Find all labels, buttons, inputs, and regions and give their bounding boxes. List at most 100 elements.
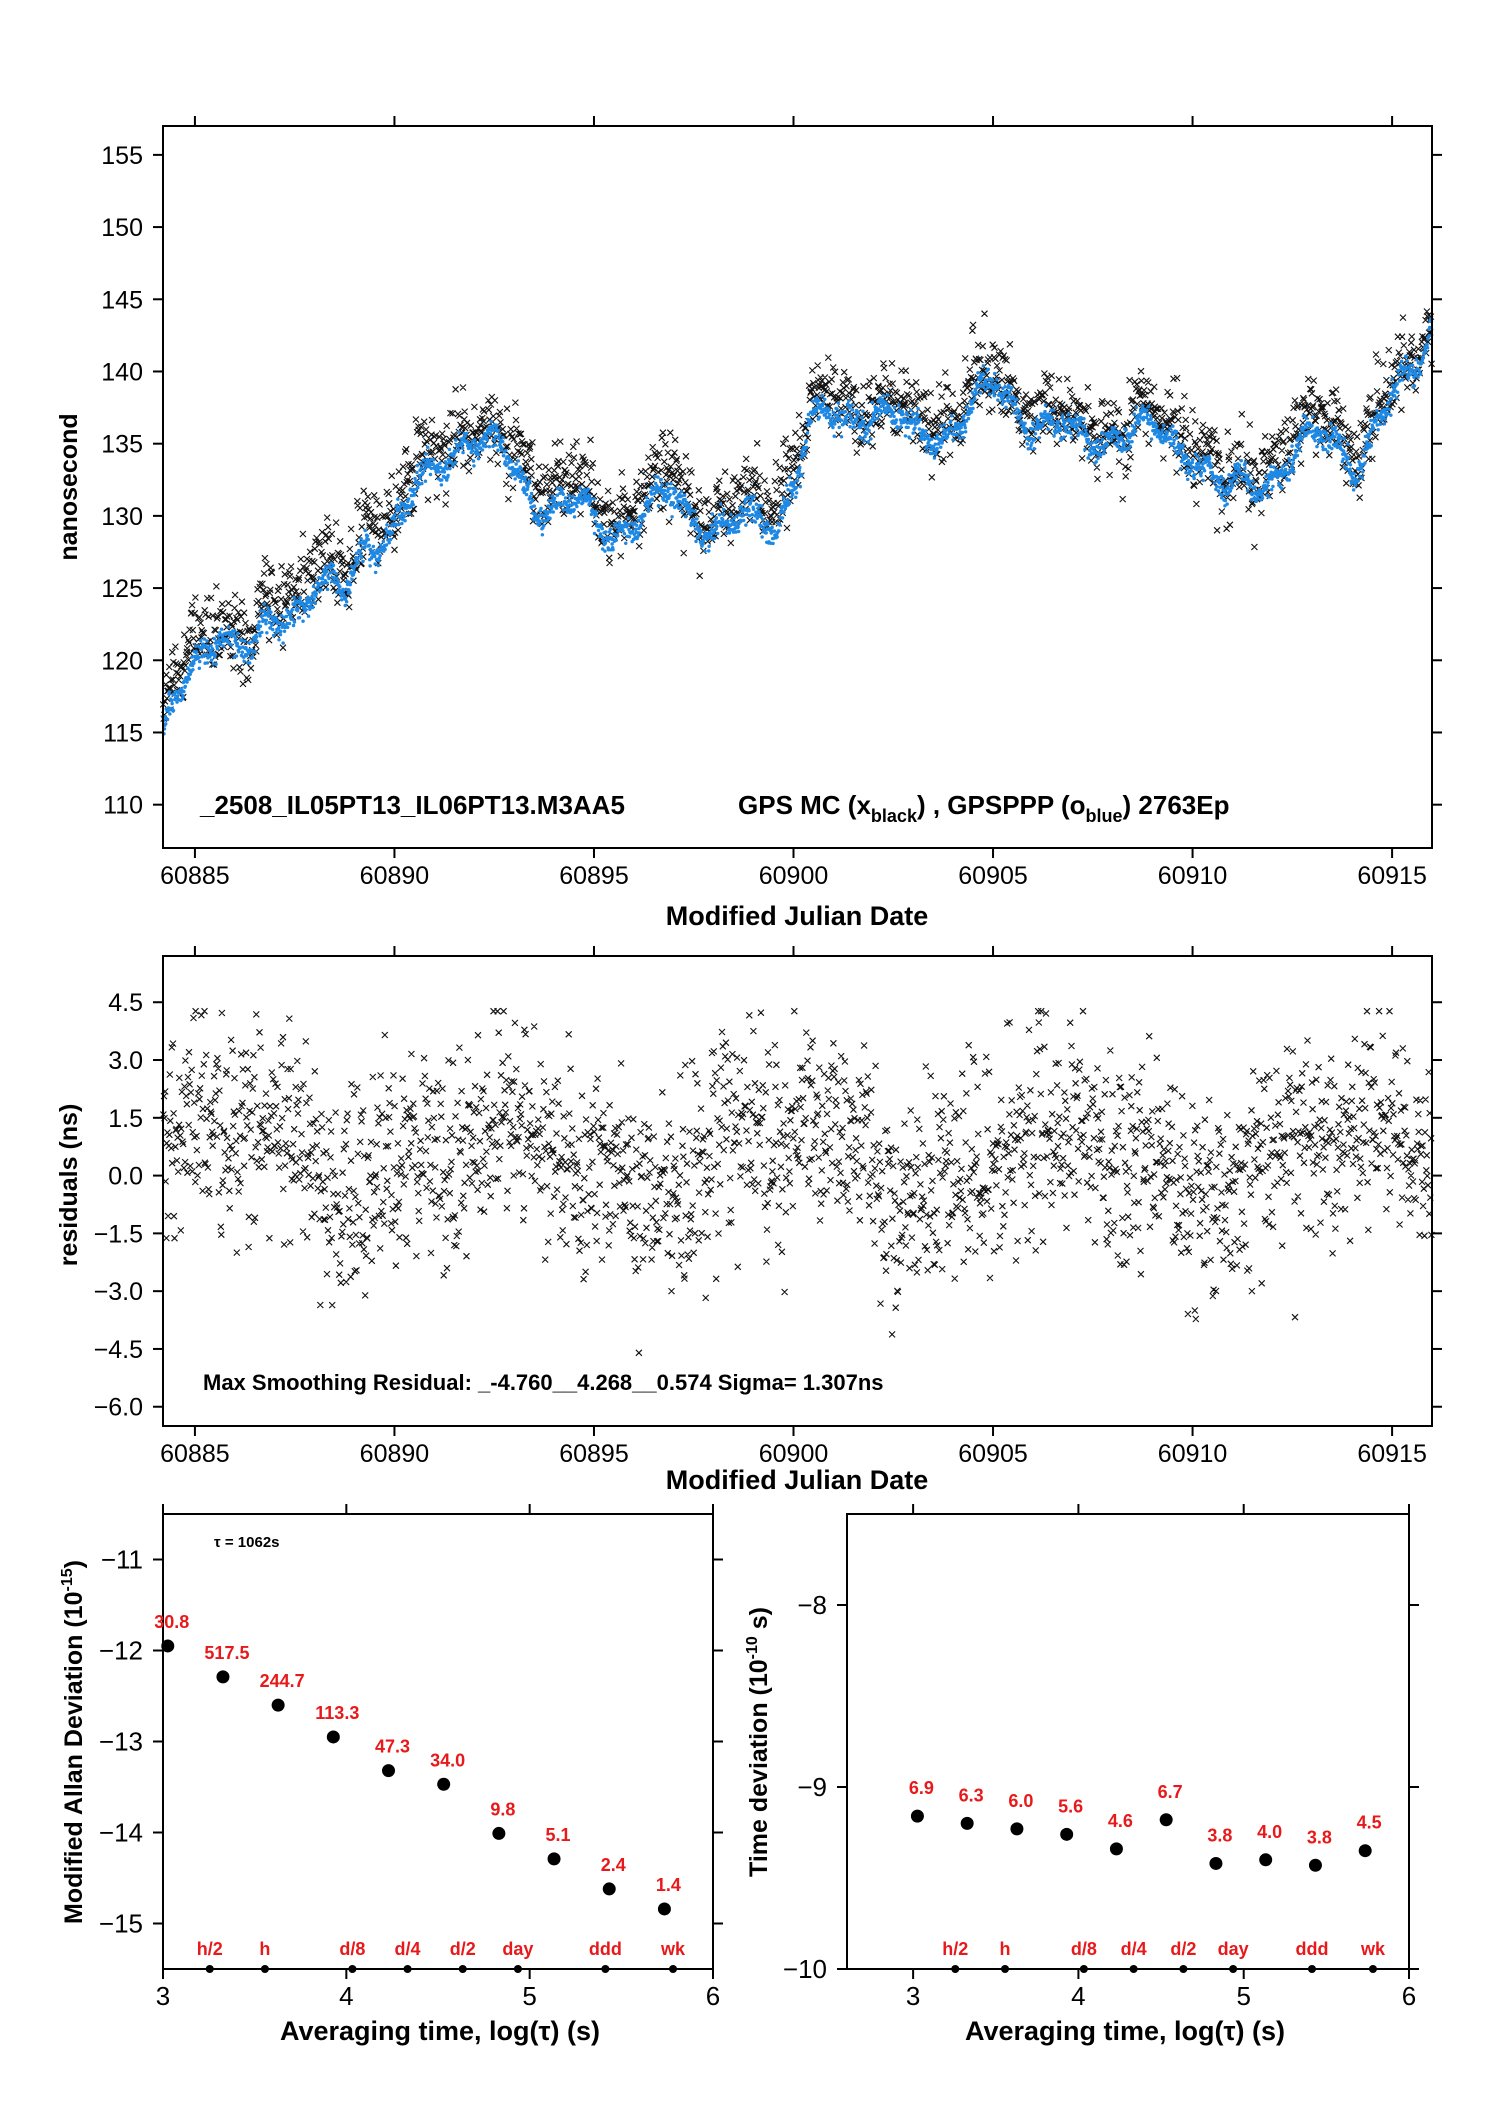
stat-point: [1159, 1813, 1173, 1827]
stat-point-label: 6.3: [959, 1785, 984, 1805]
time-marker: [669, 1965, 678, 1973]
time-marker-label: wk: [1360, 1939, 1386, 1959]
time-marker-label: d/4: [395, 1939, 421, 1959]
time-marker-label: ddd: [1295, 1939, 1328, 1959]
p2-x-axis-label: Modified Julian Date: [666, 1465, 929, 1495]
time-marker: [1129, 1965, 1138, 1973]
p1-annotation-id: _2508_IL05PT13_IL06PT13.M3AA5: [199, 790, 625, 820]
time-marker-label: d/2: [1170, 1939, 1196, 1959]
y-tick-label: 4.5: [108, 989, 143, 1017]
x-tick-label: 60885: [160, 862, 230, 890]
time-marker-label: h/2: [197, 1939, 223, 1959]
panel-time-series: 60885 60890 60895 60900 60905 60910 60915 110 11…: [55, 116, 1442, 931]
stat-point: [1308, 1858, 1322, 1872]
stat-point: [1010, 1822, 1024, 1836]
x-tick-label: 60900: [759, 862, 829, 890]
y-tick-label: −12: [99, 1636, 143, 1666]
x-tick-label: 6: [1402, 1981, 1416, 2011]
x-tick-label: 60915: [1357, 862, 1427, 890]
y-tick-label: 140: [101, 358, 143, 386]
y-tick-label: −10: [783, 1954, 827, 1984]
y-tick-label: −3.0: [94, 1278, 143, 1306]
legend-prefix: GPS MC (x: [738, 790, 871, 820]
time-marker: [1079, 1965, 1088, 1973]
time-marker: [601, 1965, 610, 1973]
panel-residuals: 60885 60890 60895 60900 60905 60910 60915 −6.0 −…: [55, 946, 1442, 1495]
stat-point-label: 4.5: [1357, 1813, 1382, 1833]
stat-point-label: 517.5: [204, 1643, 249, 1663]
y-tick-label: −11: [101, 1545, 143, 1575]
y-tick-label: −14: [99, 1818, 143, 1848]
x-tick-label: 5: [522, 1981, 536, 2011]
stat-point: [161, 1639, 175, 1653]
stat-point-label: 47.3: [375, 1737, 410, 1757]
y-tick-label: 135: [101, 431, 143, 459]
p1-x-axis-label: Modified Julian Date: [666, 901, 929, 931]
stat-point: [382, 1764, 395, 1778]
legend-suffix: ) 2763Ep: [1123, 790, 1230, 820]
stat-point-label: 2.4: [601, 1855, 626, 1875]
time-marker: [1307, 1965, 1316, 1973]
time-marker-label: h: [259, 1939, 270, 1959]
y-tick-label: −4.5: [94, 1336, 143, 1364]
time-marker-label: d/8: [339, 1939, 365, 1959]
x-tick-label: 60890: [360, 1440, 430, 1468]
time-marker: [1368, 1965, 1377, 1973]
y-tick-label: 125: [101, 575, 143, 603]
time-marker: [205, 1965, 214, 1973]
y-tick-label: 145: [101, 286, 143, 314]
p3-points: 30.8 517.5 244.7 113.3 47.3 34.0 9.8 5.1 2.4 1.4 h…: [154, 1612, 686, 1973]
panel-time-deviation: 3 4 5 6 −10 −9 −8 6.9 6.3 6.0 5.6 4.6 6.7 3.8 4.0 3.8 4…: [744, 1504, 1419, 2046]
x-tick-label: 3: [156, 1981, 170, 2011]
time-marker-label: ddd: [589, 1939, 622, 1959]
x-tick-label: 60910: [1158, 862, 1228, 890]
y-tick-label: 0.0: [108, 1163, 143, 1191]
p1-y-axis-label: nanosecond: [55, 413, 83, 560]
p3-ylabel-main: Modified Allan Deviation (10: [60, 1592, 88, 1924]
stat-point: [271, 1698, 285, 1712]
stat-point-label: 3.8: [1207, 1825, 1232, 1845]
p4-ylabel-end: s): [745, 1607, 773, 1636]
stat-point-label: 5.1: [546, 1825, 571, 1845]
p3-ylabel-end: ): [60, 1560, 88, 1568]
stat-point: [1060, 1827, 1074, 1841]
stat-point-label: 30.8: [154, 1612, 189, 1632]
stat-point: [492, 1826, 506, 1840]
time-marker: [951, 1965, 960, 1973]
time-marker: [458, 1965, 467, 1973]
series-gps-mc-black: [159, 308, 1435, 722]
time-marker-label: h: [1000, 1939, 1011, 1959]
time-marker: [1001, 1965, 1010, 1973]
stat-point-label: 34.0: [430, 1750, 465, 1770]
stat-point: [602, 1882, 616, 1896]
p3-frame: [162, 1513, 714, 1970]
legend-mid: ) , GPSPPP (o: [917, 790, 1086, 820]
y-tick-label: −8: [797, 1590, 827, 1620]
y-tick-label: 130: [101, 503, 143, 531]
y-tick-label: 115: [103, 719, 143, 747]
stat-point: [910, 1809, 924, 1823]
x-tick-label: 60895: [559, 862, 629, 890]
stat-point: [960, 1816, 974, 1830]
stat-point: [326, 1730, 340, 1744]
x-tick-label: 60895: [559, 1440, 629, 1468]
p2-annotation: Max Smoothing Residual: _-4.760__4.268__…: [203, 1370, 884, 1395]
y-tick-label: 1.5: [108, 1105, 143, 1133]
time-marker-label: d/8: [1071, 1939, 1097, 1959]
stat-point-label: 5.6: [1058, 1796, 1083, 1816]
y-tick-label: 155: [101, 142, 143, 170]
time-marker: [513, 1965, 522, 1973]
legend-blue-sub: blue: [1086, 806, 1123, 826]
stat-point-label: 9.8: [490, 1799, 515, 1819]
y-tick-label: 110: [103, 792, 143, 820]
stat-point-label: 113.3: [315, 1703, 359, 1723]
stat-point-label: 1.4: [656, 1875, 681, 1895]
p3-y-axis-label: Modified Allan Deviation (10-15): [59, 1560, 88, 1924]
x-tick-label: 4: [1071, 1981, 1085, 2011]
y-tick-label: −9: [797, 1772, 827, 1802]
time-marker: [348, 1965, 357, 1973]
stat-point-label: 6.9: [909, 1778, 934, 1798]
stat-point: [657, 1902, 671, 1916]
p3-ylabel-sup: -15: [59, 1568, 76, 1591]
stat-point: [216, 1670, 230, 1684]
